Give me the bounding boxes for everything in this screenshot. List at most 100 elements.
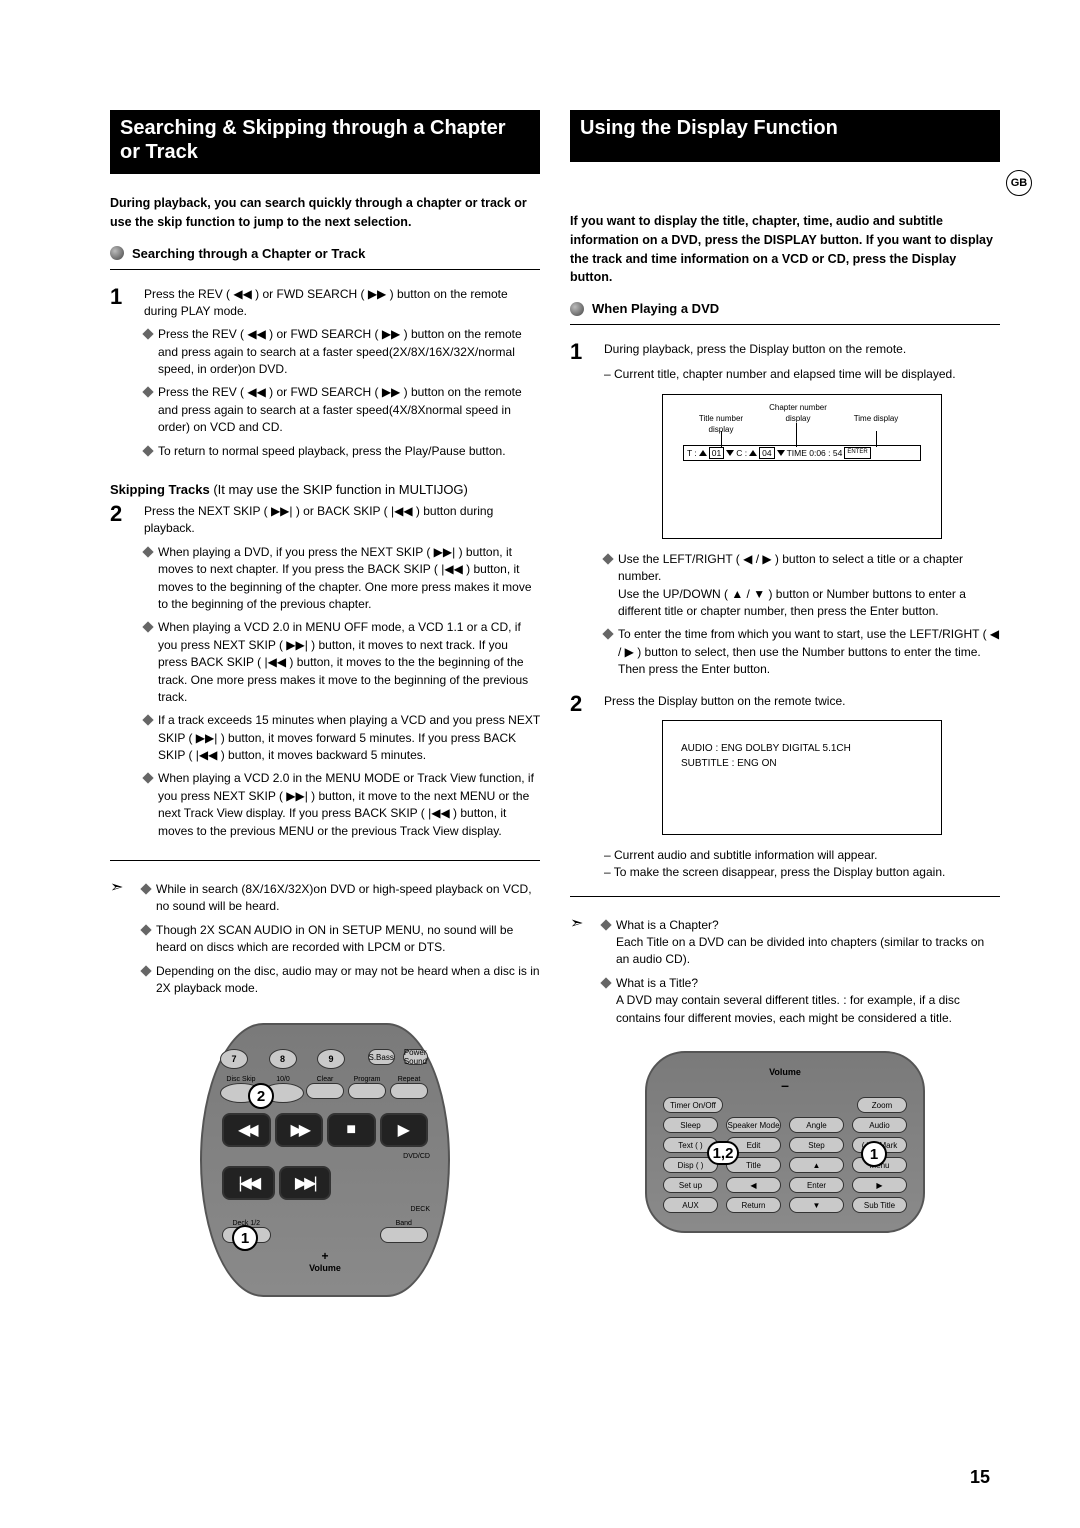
step-2-num: 2 (110, 503, 132, 846)
sub-when-playing-label: When Playing a DVD (592, 301, 719, 316)
osd-enter: ENTER (844, 447, 870, 459)
divider (570, 324, 1000, 325)
skip-title: Skipping Tracks (It may use the SKIP fun… (110, 482, 540, 497)
note-arrow-icon: ➣ (570, 911, 592, 1033)
step-1-text: Press the REV ( ◀◀ ) or FWD SEARCH ( ▶▶ … (144, 286, 540, 321)
divider (570, 896, 1000, 897)
down-icon (726, 450, 734, 456)
r-s1-b1b: Use the UP/DOWN ( ▲ / ▼ ) button or Numb… (618, 587, 966, 618)
diamond-icon (602, 629, 613, 640)
r2-zoom: Zoom (857, 1097, 907, 1113)
osd-c: C : (736, 447, 747, 459)
note2: Though 2X SCAN AUDIO in ON in SETUP MENU… (156, 922, 540, 957)
diamond-icon (142, 773, 153, 784)
lbl-deck: DECK (220, 1206, 430, 1213)
divider (110, 269, 540, 270)
diamond-icon (142, 329, 153, 340)
up-icon (749, 450, 757, 456)
diamond-icon (142, 715, 153, 726)
back-skip-button: |◀◀ (222, 1166, 275, 1200)
power-sound-pad: Power Sound (403, 1049, 428, 1065)
up-icon (699, 450, 707, 456)
osd-chapter-label: Chapter number display (763, 402, 833, 425)
r2-up: ▲ (789, 1157, 844, 1173)
right-header: Using the Display Function (570, 110, 1000, 162)
r-s1-b2: To enter the time from which you want to… (618, 627, 999, 658)
r2-minus: – (661, 1077, 909, 1093)
osd-display-1: Title number display Chapter number disp… (662, 394, 942, 539)
r-s2-sub1: – Current audio and subtitle information… (604, 847, 1000, 864)
callout-12: 1,2 (707, 1141, 739, 1165)
volume-label: Volume (220, 1263, 430, 1273)
osd-time-label: Time display (841, 413, 911, 425)
rev-button: ◀◀ (222, 1113, 271, 1147)
sbass-pad: S.Bass (368, 1049, 395, 1065)
r-s1-b1: Use the LEFT/RIGHT ( ◀ / ▶ ) button to s… (618, 552, 963, 583)
right-column: Using the Display Function If you want t… (570, 110, 1000, 1297)
left-header: Searching & Skipping through a Chapter o… (110, 110, 540, 174)
diamond-icon (140, 965, 151, 976)
diamond-icon (142, 387, 153, 398)
diamond-icon (140, 924, 151, 935)
region-badge: GB (1006, 170, 1032, 196)
r-step-2-num: 2 (570, 693, 592, 882)
s2-b4: When playing a VCD 2.0 in the MENU MODE … (158, 770, 540, 840)
sub-search: Searching through a Chapter or Track (110, 246, 540, 261)
qa1-a: Each Title on a DVD can be divided into … (616, 935, 984, 966)
note1: While in search (8X/16X/32X)on DVD or hi… (156, 881, 540, 916)
diamond-icon (142, 546, 153, 557)
plus-label: + (220, 1249, 430, 1263)
r2-aux: AUX (663, 1197, 718, 1213)
r2-speaker: Speaker Mode (726, 1117, 781, 1133)
r2-subtitle: Sub Title (852, 1197, 907, 1213)
qa1-q: What is a Chapter? (616, 918, 719, 932)
osd2-line1: AUDIO : ENG DOLBY DIGITAL 5.1CH (681, 741, 923, 756)
diamond-icon (142, 622, 153, 633)
lbl-repeat: Repeat (388, 1076, 430, 1083)
r2-enter: Enter (789, 1177, 844, 1193)
diamond-icon (140, 883, 151, 894)
osd-c-val: 04 (759, 447, 774, 459)
next-skip-button: ▶▶| (279, 1166, 332, 1200)
r2-step: Step (789, 1137, 844, 1153)
stop-button: ■ (327, 1113, 376, 1147)
r-step-1-sub: – Current title, chapter number and elap… (604, 366, 1000, 383)
callout-2: 2 (248, 1083, 274, 1109)
bullet-dot (570, 302, 584, 316)
r-step-2-text: Press the Display button on the remote t… (604, 693, 1000, 710)
s1-b3: To return to normal speed playback, pres… (158, 443, 506, 460)
fwd-button: ▶▶ (275, 1113, 324, 1147)
lbl-clear: Clear (304, 1076, 346, 1083)
left-column: Searching & Skipping through a Chapter o… (110, 110, 540, 1297)
s1-b1: Press the REV ( ◀◀ ) or FWD SEARCH ( ▶▶ … (158, 326, 540, 378)
key-8: 8 (269, 1049, 297, 1069)
divider (110, 860, 540, 861)
s1-b2: Press the REV ( ◀◀ ) or FWD SEARCH ( ▶▶ … (158, 384, 540, 436)
r2-right: ▶ (852, 1177, 907, 1193)
osd-t: T : (687, 447, 697, 459)
remote-illustration-left: 7 8 9 S.Bass Power Sound Disc Skip 10/0 … (200, 1023, 450, 1297)
r2-return: Return (726, 1197, 781, 1213)
r2-left: ◀ (726, 1177, 781, 1193)
down-icon (777, 450, 785, 456)
osd-time: TIME 0:06 : 54 (787, 447, 843, 459)
remote-illustration-right: Volume – Timer On/Off Zoom Sleep Speaker… (645, 1051, 925, 1233)
r-step-1-text: During playback, press the Display butto… (604, 341, 1000, 358)
left-intro: During playback, you can search quickly … (110, 194, 540, 232)
lbl-dvdcd: DVD/CD (220, 1153, 430, 1160)
osd-t-val: 01 (709, 447, 724, 459)
lbl-disc-skip: Disc Skip (220, 1076, 262, 1083)
qa2-a: A DVD may contain several different titl… (616, 993, 960, 1024)
play-button: ▶ (380, 1113, 429, 1147)
step-1-num: 1 (110, 286, 132, 467)
r2-sleep: Sleep (663, 1117, 718, 1133)
r2-down: ▼ (789, 1197, 844, 1213)
r-s1-b2b: Then press the Enter button. (618, 662, 770, 676)
diamond-icon (602, 553, 613, 564)
right-intro: If you want to display the title, chapte… (570, 212, 1000, 287)
page-number: 15 (970, 1467, 990, 1488)
s2-b3: If a track exceeds 15 minutes when playi… (158, 712, 540, 764)
key-9: 9 (317, 1049, 345, 1069)
diamond-icon (142, 445, 153, 456)
callout-1r: 1 (861, 1141, 887, 1167)
